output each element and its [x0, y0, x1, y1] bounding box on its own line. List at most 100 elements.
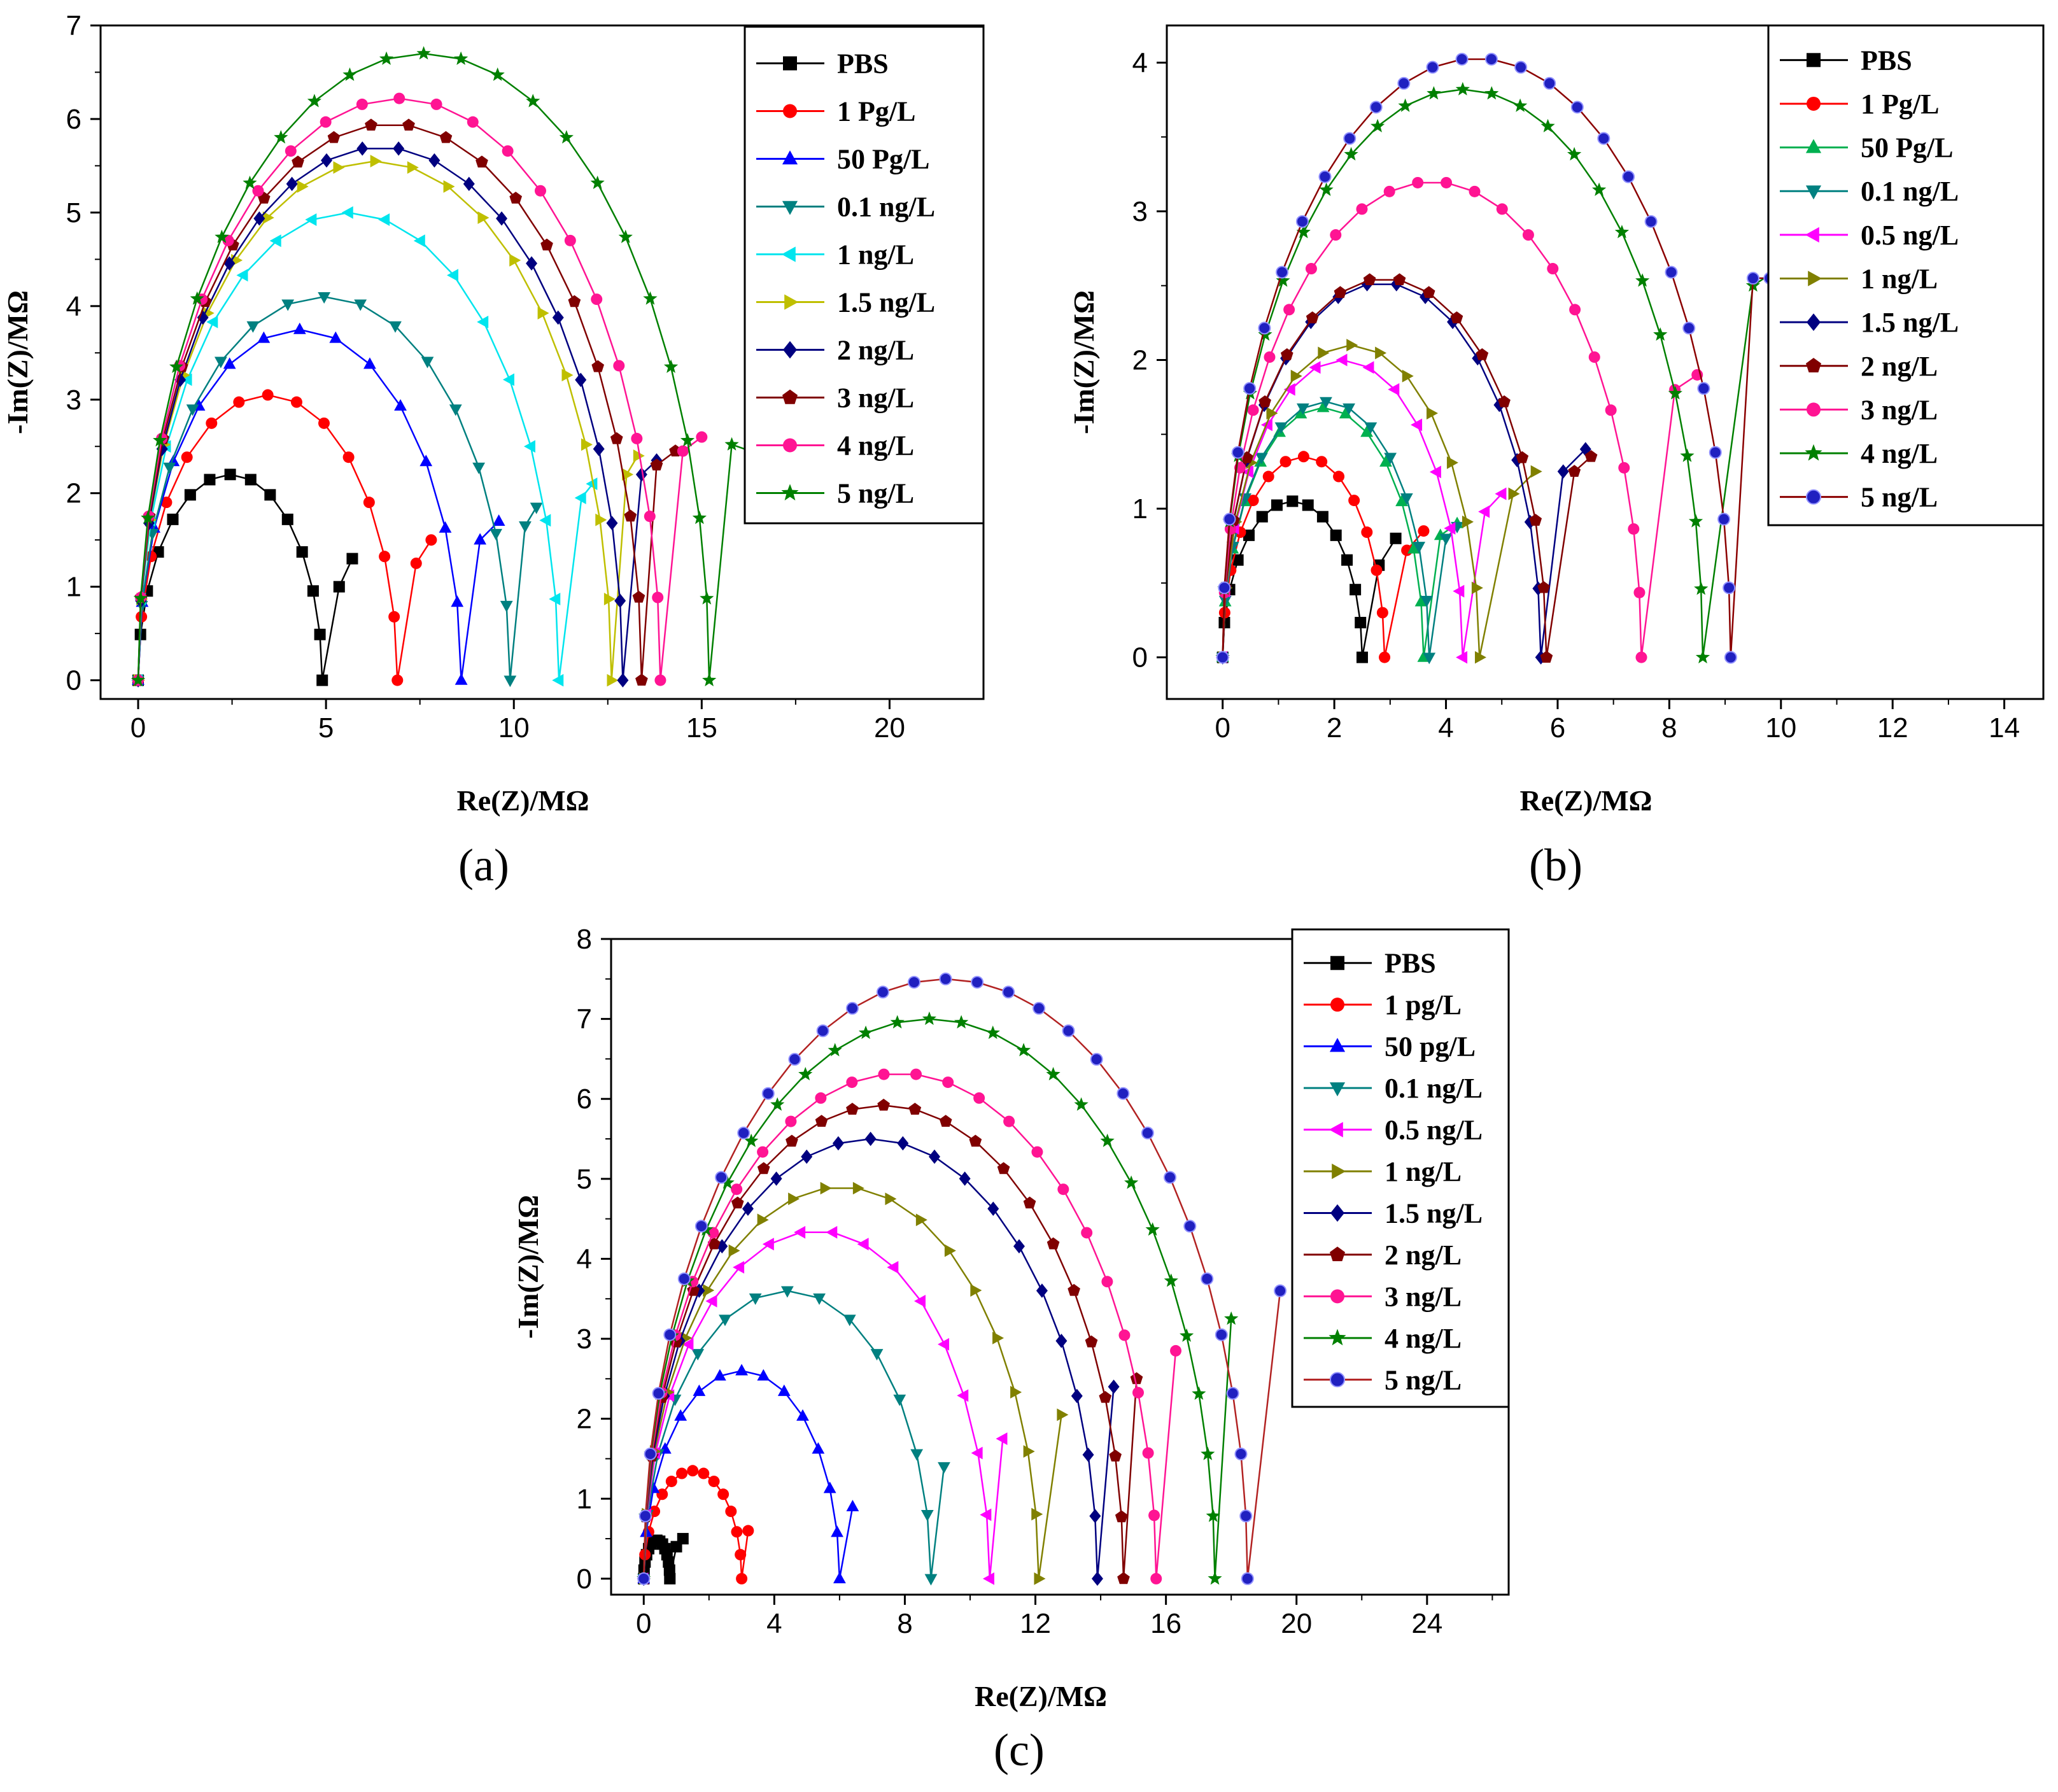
data-point — [731, 1526, 743, 1538]
data-point — [924, 1574, 938, 1586]
data-point — [590, 175, 605, 189]
data-point — [796, 1409, 809, 1421]
data-point — [813, 1293, 826, 1305]
data-point — [490, 528, 502, 540]
legend-label: 4 ng/L — [837, 430, 914, 462]
data-point — [169, 359, 184, 373]
data-point — [1341, 554, 1353, 566]
data-point — [846, 1103, 859, 1115]
data-point — [942, 1076, 954, 1089]
data-point — [1243, 382, 1257, 395]
data-point — [447, 269, 458, 282]
series-1-ng/L — [1218, 339, 1542, 664]
data-point — [1023, 1445, 1035, 1458]
legend-marker — [782, 150, 798, 165]
data-point — [719, 1315, 731, 1327]
data-point — [1089, 1509, 1101, 1523]
data-point — [439, 521, 452, 533]
panel-c: 0 4 8 12 16 20 24 0 1 2 3 4 5 6 7 8 Re(Z)/MΩ -Im(Z)/MΩ PBS… — [497, 891, 1579, 1792]
data-point — [742, 1525, 754, 1537]
legend-label: 0.1 ng/L — [1385, 1073, 1483, 1104]
data-point — [1471, 581, 1483, 595]
data-point — [1262, 470, 1274, 483]
data-point — [206, 315, 218, 328]
data-point — [1339, 407, 1352, 419]
data-point — [852, 1182, 864, 1195]
data-point — [393, 92, 405, 104]
legend-label: 4 ng/L — [1861, 438, 1938, 469]
data-point — [885, 1192, 897, 1206]
data-point — [253, 211, 265, 226]
data-point — [635, 467, 647, 482]
data-point — [1597, 132, 1610, 145]
legend-marker — [1329, 1329, 1346, 1346]
series-line — [1222, 456, 1425, 658]
data-point — [1516, 451, 1529, 463]
data-point — [472, 462, 485, 474]
data-point — [1453, 584, 1465, 598]
data-point — [1441, 176, 1453, 188]
data-point — [568, 295, 581, 307]
data-point — [561, 369, 574, 382]
series-line — [643, 1470, 749, 1579]
data-point — [1423, 653, 1436, 665]
data-point — [1283, 383, 1295, 396]
data-point — [257, 331, 271, 343]
data-point — [1398, 98, 1413, 112]
data-point — [490, 67, 505, 81]
data-point — [1395, 495, 1408, 507]
data-point — [1305, 263, 1317, 275]
y-tick-label: 7 — [66, 10, 81, 41]
data-point — [1568, 465, 1581, 477]
data-point — [1330, 529, 1342, 541]
data-point — [451, 595, 464, 607]
data-point — [674, 1409, 687, 1421]
data-point — [316, 674, 328, 686]
data-point — [997, 1162, 1010, 1175]
data-point — [181, 451, 193, 463]
data-point — [1371, 564, 1383, 576]
data-point — [394, 399, 407, 411]
data-point — [770, 1171, 782, 1186]
legend-marker — [1330, 998, 1344, 1012]
legend-marker — [782, 201, 798, 215]
data-point — [1540, 118, 1555, 132]
data-point — [389, 321, 402, 333]
data-point — [163, 462, 176, 474]
data-point — [617, 673, 629, 688]
data-point — [1274, 1284, 1287, 1297]
data-point — [1247, 404, 1259, 416]
data-point — [370, 155, 382, 167]
data-point — [846, 1076, 858, 1089]
data-point — [204, 474, 216, 486]
y-tick-label: 8 — [577, 924, 592, 955]
data-point — [1142, 1447, 1154, 1459]
legend-marker — [1332, 1163, 1346, 1180]
legend-marker — [1329, 1246, 1346, 1262]
data-point — [720, 1175, 735, 1189]
data-point — [832, 1136, 844, 1151]
data-point — [1540, 651, 1553, 663]
y-tick-label: 3 — [1132, 196, 1148, 227]
data-point — [1514, 60, 1528, 74]
data-point — [1375, 346, 1387, 360]
data-point — [1370, 118, 1385, 132]
legend-label: 2 ng/L — [837, 335, 914, 366]
chart-a: 0 5 10 15 20 0 1 2 3 4 5 6 7 Re(Z)/MΩ -Im(Z)/MΩ PBS 1 Pg… — [1, 10, 985, 817]
data-point — [996, 1432, 1008, 1445]
data-point — [190, 291, 204, 305]
data-point — [1276, 273, 1290, 287]
data-point — [1364, 422, 1378, 434]
data-point — [1118, 1329, 1131, 1341]
legend-label: 1 Pg/L — [837, 96, 915, 127]
data-point — [1294, 407, 1307, 419]
y-axis-title: -Im(Z)/MΩ — [1, 290, 34, 434]
data-point — [1614, 225, 1630, 239]
data-point — [1216, 651, 1229, 664]
panel-a: 0 5 10 15 20 0 1 2 3 4 5 6 7 Re(Z)/MΩ -Im(Z)/MΩ PBS 1 Pg… — [0, 0, 1018, 910]
data-point — [285, 145, 297, 157]
data-point — [1150, 1572, 1162, 1584]
data-point — [186, 404, 199, 416]
data-point — [160, 497, 173, 509]
legend: PBS 1 pg/L 50 pg/L 0.1 ng/L 0.5 ng/L 1 ng/L 1.… — [1291, 928, 1510, 1408]
